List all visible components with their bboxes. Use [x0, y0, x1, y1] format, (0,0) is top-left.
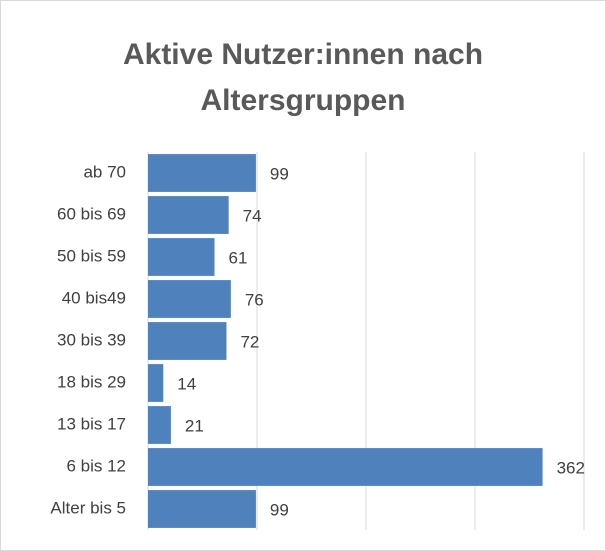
bar [148, 196, 229, 234]
chart-title: Aktive Nutzer:innen nach Altersgruppen [122, 38, 484, 117]
y-tick-label: 30 bis 39 [57, 330, 126, 349]
bar [148, 364, 164, 402]
bar [148, 322, 227, 360]
value-label: 61 [228, 248, 247, 267]
y-tick-label: 18 bis 29 [57, 372, 126, 391]
y-tick-label: 50 bis 59 [57, 246, 126, 265]
bar [148, 280, 231, 318]
value-label: 74 [243, 206, 262, 225]
y-tick-label: 13 bis 17 [57, 414, 126, 433]
value-label: 362 [557, 458, 585, 477]
bar [148, 238, 215, 276]
value-label: 76 [245, 290, 264, 309]
bar [148, 448, 543, 486]
bar [148, 406, 171, 444]
value-label: 21 [185, 416, 204, 435]
value-label: 72 [240, 332, 259, 351]
y-tick-label: 60 bis 69 [57, 204, 126, 223]
value-label: 99 [270, 164, 289, 183]
y-tick-label: ab 70 [83, 162, 126, 181]
y-tick-label: Alter bis 5 [50, 498, 126, 517]
bar [148, 154, 256, 192]
y-tick-label: 40 bis49 [62, 288, 126, 307]
value-label: 99 [270, 500, 289, 519]
value-label: 14 [177, 374, 196, 393]
bar [148, 490, 256, 528]
y-tick-label: 6 bis 12 [66, 456, 126, 475]
